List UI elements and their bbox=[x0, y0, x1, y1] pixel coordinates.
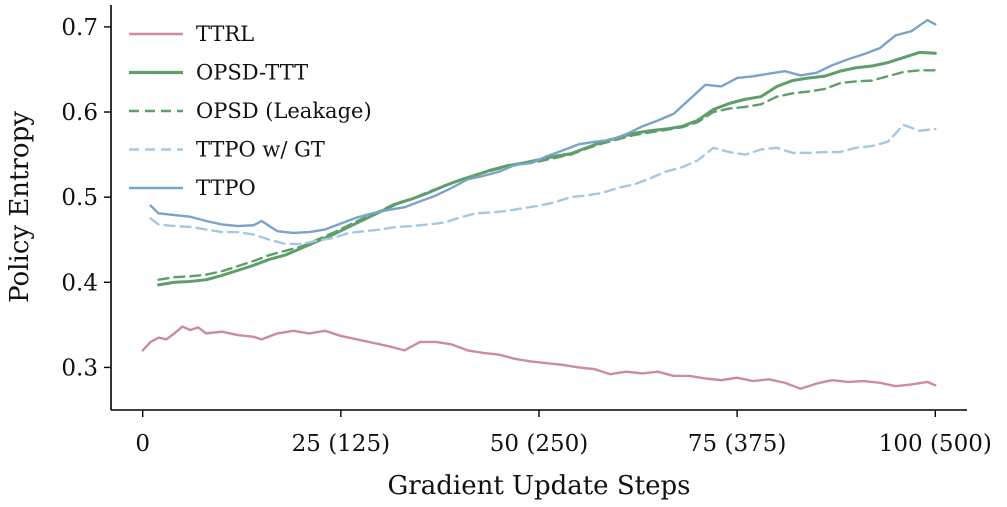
legend: TTRL OPSD-TTT OPSD (Leakage) TTPO w/ GT TTPO bbox=[129, 22, 372, 200]
y-axis-label: Policy Entropy bbox=[5, 111, 35, 303]
legend-label-ttpo: TTPO bbox=[196, 176, 256, 200]
legend-label-opsd-ttt: OPSD-TTT bbox=[196, 61, 308, 85]
series-line-ttpo-w-gt bbox=[149, 123, 937, 246]
series-layer bbox=[141, 18, 937, 390]
x-tick-label: 50 (250) bbox=[490, 431, 588, 457]
legend-label-opsd-leakage: OPSD (Leakage) bbox=[196, 99, 372, 123]
legend-label-ttpo-w-gt: TTPO w/ GT bbox=[196, 138, 325, 162]
x-tick-label: 0 bbox=[135, 431, 150, 457]
series-line-ttpo bbox=[149, 18, 937, 235]
y-tick-label: 0.3 bbox=[61, 355, 98, 381]
legend-label-ttrl: TTRL bbox=[196, 22, 254, 46]
x-axis-label: Gradient Update Steps bbox=[388, 471, 691, 501]
x-tick-label: 100 (500) bbox=[879, 431, 992, 457]
series-line-opsd-ttt bbox=[157, 50, 937, 287]
ticks-layer: 0 25 (125) 50 (250) 75 (375) 100 (500) 0.3 0.4… bbox=[61, 15, 991, 457]
y-tick-label: 0.6 bbox=[61, 100, 98, 126]
series-line-opsd-leakage bbox=[157, 69, 937, 281]
y-tick-label: 0.4 bbox=[61, 270, 98, 296]
series-line-ttrl bbox=[141, 325, 937, 390]
x-tick-label: 75 (375) bbox=[688, 431, 786, 457]
y-tick-label: 0.7 bbox=[61, 15, 98, 41]
x-tick-label: 25 (125) bbox=[292, 431, 390, 457]
y-tick-label: 0.5 bbox=[61, 185, 98, 211]
